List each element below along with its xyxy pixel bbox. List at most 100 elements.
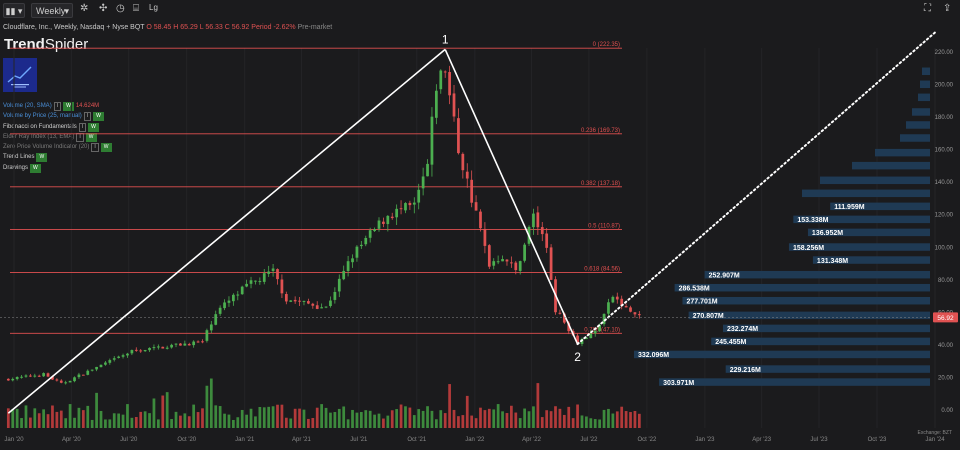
volume-profile-label: 153.338M <box>797 217 828 224</box>
log-scale-icon[interactable]: Lg <box>149 3 158 12</box>
volume-bar <box>55 411 59 428</box>
volume-bar <box>187 416 191 428</box>
x-tick-label: Jan '22 <box>465 437 485 443</box>
candle-body <box>245 283 248 287</box>
candle-body <box>346 261 350 271</box>
visibility-toggle[interactable]: W <box>63 102 74 111</box>
interval-select[interactable]: Weekly ▾ <box>31 3 73 18</box>
info-toggle[interactable]: I <box>91 143 99 153</box>
brand-logo-image <box>3 58 37 92</box>
candle-body <box>81 374 85 376</box>
share-icon[interactable]: ⇪ <box>943 3 952 14</box>
candle-body <box>42 373 45 377</box>
indicator-label: Drawings <box>3 164 29 171</box>
indicator-label: Volume by Price (25, manual) <box>3 113 82 120</box>
volume-profile-bar <box>711 337 930 346</box>
volume-bar <box>117 413 121 428</box>
volume-bar <box>329 412 332 428</box>
candle-body <box>280 279 284 294</box>
volume-bar <box>183 413 187 428</box>
candle-body <box>536 212 540 228</box>
candle-body <box>320 307 323 309</box>
y-tick-label: 20.00 <box>938 375 954 381</box>
candle-body <box>117 356 121 358</box>
candle-body <box>351 258 354 263</box>
candle-body <box>223 302 226 309</box>
volume-bar <box>262 407 266 428</box>
volume-bar <box>602 409 606 428</box>
volume-bar <box>20 418 23 428</box>
volume-bar <box>364 410 368 428</box>
candle-body <box>104 362 107 365</box>
volume-bar <box>170 419 173 428</box>
indicators-icon[interactable]: ✣ <box>99 3 108 14</box>
volume-bar <box>165 392 169 428</box>
visibility-toggle[interactable]: W <box>30 163 41 173</box>
candle-body <box>430 116 434 165</box>
settings-icon[interactable]: ✲ <box>80 3 89 14</box>
indicator-row[interactable]: Fibonacci on Fundamentals I W <box>3 122 112 132</box>
volume-bar <box>492 409 496 428</box>
volume-profile-bar <box>852 161 930 170</box>
visibility-toggle[interactable]: W <box>88 122 99 132</box>
candle-body <box>95 366 98 370</box>
volume-bar <box>580 415 584 428</box>
candle-body <box>227 300 231 303</box>
volume-bar <box>130 417 134 428</box>
indicator-row[interactable]: Drawings W <box>3 163 112 173</box>
candle-body <box>196 341 200 343</box>
visibility-toggle[interactable]: W <box>100 143 112 153</box>
candle-body <box>637 314 641 316</box>
candle-body <box>20 376 23 378</box>
volume-profile-label: 229.216M <box>730 367 761 374</box>
candle-body <box>205 330 209 341</box>
candle-body <box>558 312 562 314</box>
volume-bar <box>81 410 85 428</box>
volume-bar <box>514 412 518 428</box>
indicator-row[interactable]: Volume (20, SMA) I W 14.624M <box>3 101 112 111</box>
volume-bar <box>527 411 531 428</box>
y-tick-label: 40.00 <box>938 343 954 349</box>
info-toggle[interactable]: I <box>78 122 87 132</box>
candle-body <box>267 271 271 274</box>
fib-level-label: 0.5 (110.87) <box>588 224 620 230</box>
clock-icon[interactable]: ◷ <box>116 3 125 14</box>
candle-body <box>470 179 474 203</box>
volume-bar <box>558 408 562 428</box>
candle-body <box>585 337 588 340</box>
volume-bar <box>254 416 257 428</box>
volume-bar <box>126 404 129 428</box>
symbol-info: Cloudflare, Inc., Weekly, Nasdaq + Nyse … <box>3 24 332 31</box>
indicator-row[interactable]: Trend Lines W <box>3 152 112 163</box>
indicator-row[interactable]: Zero Price Volume Indicator (20) I W <box>3 142 112 153</box>
visibility-toggle[interactable]: W <box>93 112 104 122</box>
info-toggle[interactable]: I <box>83 112 92 122</box>
candle-body <box>426 163 429 177</box>
volume-bar <box>417 409 421 428</box>
candle-body <box>293 299 297 302</box>
volume-bar <box>104 419 107 428</box>
indicator-label: Fibonacci on Fundamentals <box>3 123 77 130</box>
candle-body <box>496 261 500 263</box>
volume-bar <box>412 415 416 428</box>
candle-body <box>302 300 306 302</box>
volume-profile-bar <box>918 93 930 102</box>
x-tick-label: Jul '20 <box>120 437 138 443</box>
candle-body <box>134 349 138 351</box>
fullscreen-icon[interactable]: ⛶ <box>924 3 931 14</box>
chart-type-button[interactable]: ▮▮ ▾ <box>3 3 25 18</box>
info-toggle[interactable]: I <box>53 102 62 111</box>
candle-body <box>46 373 50 377</box>
y-tick-label: 140.00 <box>935 180 954 186</box>
volume-bar <box>223 413 226 428</box>
indicator-row[interactable]: Volume by Price (25, manual) I W <box>3 111 112 122</box>
candle-body <box>174 343 178 345</box>
volume-bar <box>240 409 244 428</box>
visibility-toggle[interactable]: W <box>36 153 48 163</box>
volume-bar <box>205 385 209 428</box>
y-tick-label: 160.00 <box>935 148 954 154</box>
compare-icon[interactable]: ⌸ <box>133 3 139 14</box>
candle-body <box>483 228 487 246</box>
volume-bar <box>112 413 116 428</box>
